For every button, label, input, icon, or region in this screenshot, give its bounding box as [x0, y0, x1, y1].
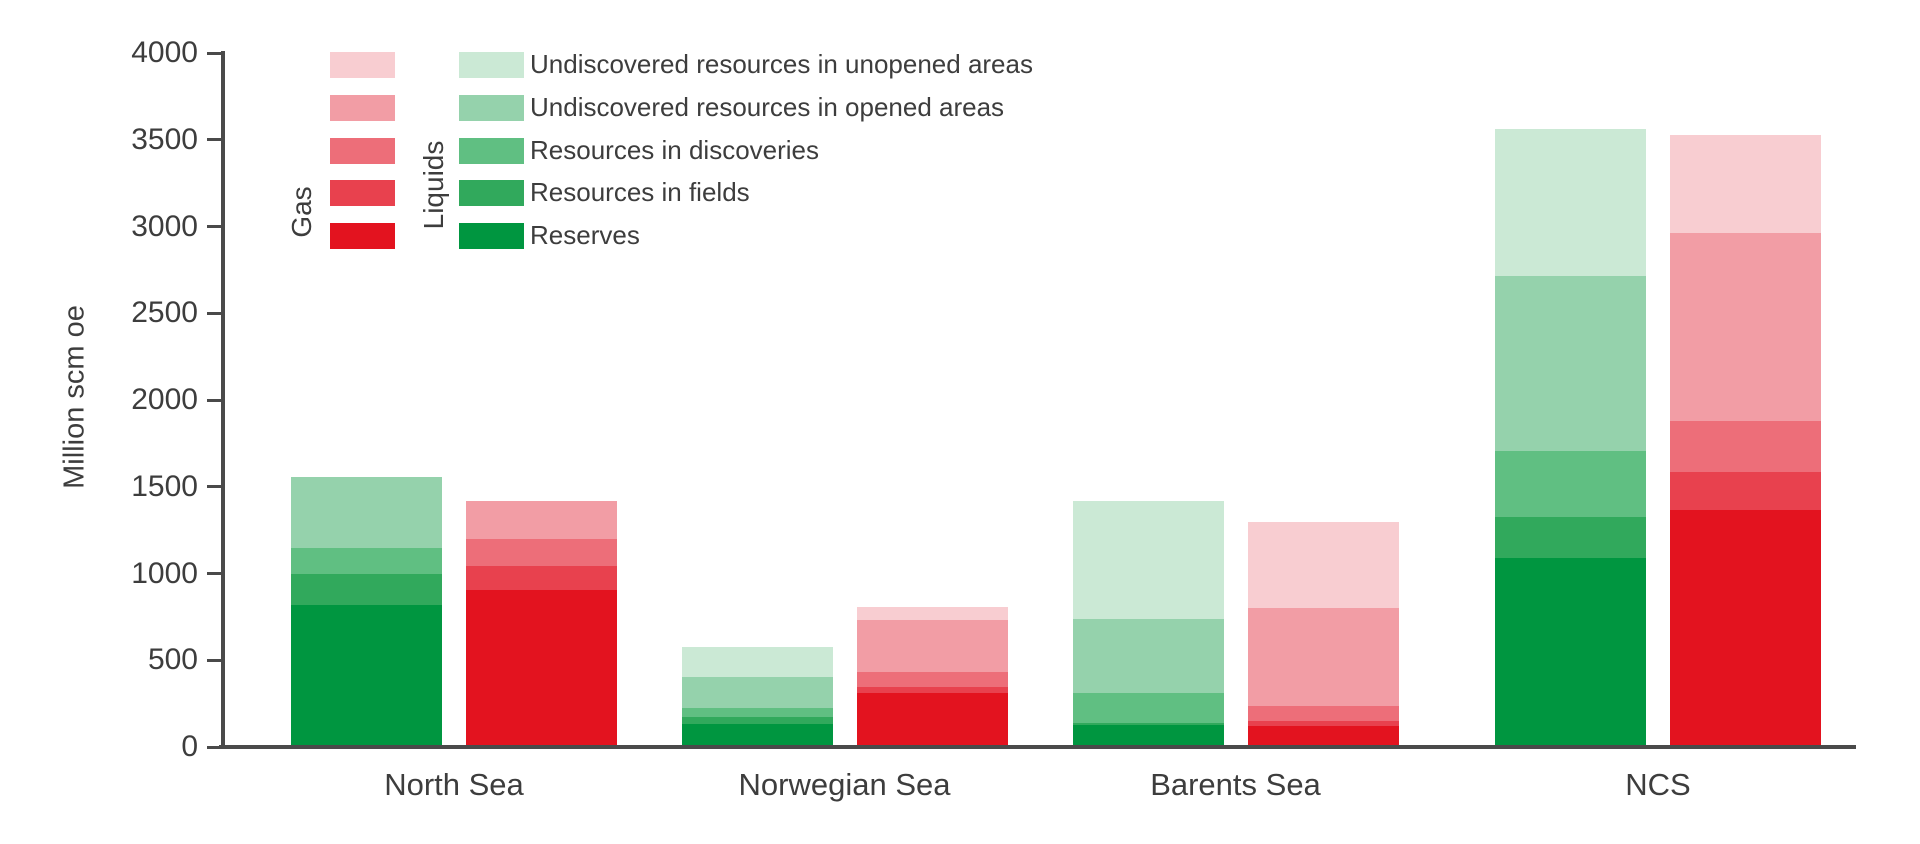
y-tick: [207, 51, 221, 55]
y-tick: [207, 138, 221, 142]
bar-segment: [291, 604, 442, 747]
bar-segment: [1495, 129, 1646, 276]
category-label: Barents Sea: [1150, 767, 1321, 802]
legend-swatch-liquids: [459, 137, 524, 164]
liquids-column-label: Liquids: [418, 140, 449, 230]
bar-segment: [856, 672, 1008, 688]
category-label: Norwegian Sea: [738, 767, 951, 802]
legend-swatch-liquids: [459, 94, 524, 121]
legend-item-label: Undiscovered resources in unopened areas: [530, 49, 1033, 79]
bar-segment: [1247, 726, 1399, 747]
bar-segment: [1670, 232, 1821, 421]
bar-segment: [1670, 420, 1821, 472]
bar-segment: [1670, 472, 1821, 511]
y-tick-label: 1000: [131, 556, 198, 590]
bar-segment: [1072, 500, 1224, 620]
bar-segment: [856, 620, 1008, 673]
legend-swatch-gas: [330, 180, 395, 207]
y-tick: [207, 398, 221, 402]
gas-column-label: Gas: [286, 186, 317, 238]
y-tick: [207, 658, 221, 662]
category-label: North Sea: [384, 767, 524, 802]
bar-segment: [1670, 510, 1821, 747]
legend-swatch-gas: [330, 52, 395, 78]
y-axis-line: [221, 51, 225, 749]
bar-segment: [1072, 722, 1224, 726]
legend-item-label: Undiscovered resources in opened areas: [530, 91, 1005, 122]
legend-swatch-gas: [330, 137, 395, 164]
bar-segment: [1247, 706, 1399, 721]
y-tick-label: 1500: [131, 469, 198, 503]
bar-segment: [1247, 720, 1399, 727]
y-tick-label: 3000: [131, 209, 198, 243]
bar-segment: [681, 716, 833, 724]
legend-swatch-liquids: [459, 223, 524, 249]
bar-segment: [1495, 517, 1646, 558]
bar-segment: [466, 589, 617, 747]
bar-segment: [1072, 725, 1224, 747]
y-tick: [207, 485, 221, 489]
bar-segment: [466, 538, 617, 566]
y-axis-title: Million scm oe: [58, 305, 91, 489]
bar-segment: [1495, 451, 1646, 518]
bar-segment: [681, 723, 833, 747]
bar-segment: [681, 676, 833, 708]
y-tick-label: 4000: [131, 36, 198, 69]
y-tick: [207, 572, 221, 575]
bar-segment: [856, 687, 1008, 694]
bar-segment: [1495, 275, 1646, 452]
legend-swatch-liquids: [459, 52, 524, 78]
legend-swatch-gas: [330, 223, 395, 249]
legend-swatch-gas: [330, 94, 395, 121]
bar-segment: [856, 693, 1008, 747]
bar-segment: [1670, 135, 1821, 233]
bar-segment: [1247, 522, 1399, 609]
y-tick: [207, 745, 221, 749]
y-tick-label: 500: [147, 643, 198, 677]
y-tick: [207, 311, 221, 315]
bar-segment: [1495, 557, 1646, 747]
y-tick-label: 2000: [131, 383, 198, 416]
bar-segment: [1247, 608, 1399, 707]
bar-segment: [466, 501, 617, 539]
bar-segment: [291, 477, 442, 549]
legend-item-label: Reserves: [530, 220, 640, 250]
y-tick-label: 3500: [131, 122, 198, 156]
y-tick-label: 2500: [131, 296, 198, 330]
bar-segment: [1072, 693, 1224, 723]
bar-segment: [1072, 619, 1224, 694]
bar-segment: [681, 707, 833, 717]
legend-swatch-liquids: [459, 180, 524, 207]
bar-segment: [466, 565, 617, 590]
legend-item-label: Resources in fields: [530, 177, 750, 208]
x-axis-line: [219, 745, 1856, 749]
bar-segment: [291, 574, 442, 605]
category-label: NCS: [1625, 767, 1691, 802]
bar-segment: [856, 607, 1008, 621]
y-tick: [207, 225, 221, 228]
bar-segment: [681, 647, 833, 677]
bar-segment: [291, 548, 442, 575]
y-tick-label: 0: [181, 730, 198, 763]
legend-item-label: Resources in discoveries: [530, 134, 820, 165]
